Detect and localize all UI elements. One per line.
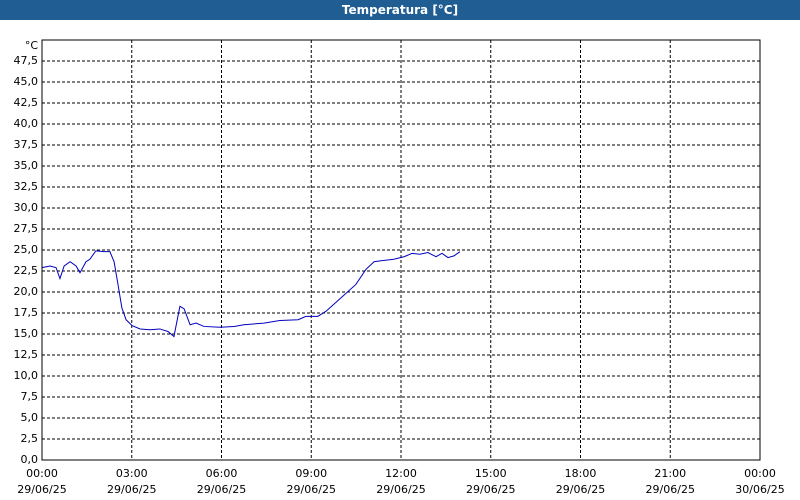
y-tick-label: 10,0 (14, 369, 39, 382)
x-tick-label: 12:00 (385, 467, 417, 480)
x-tick-date: 29/06/25 (107, 483, 156, 496)
y-tick-label: 0,0 (21, 453, 39, 466)
y-tick-label: 7,5 (21, 390, 39, 403)
y-tick-label: 45,0 (14, 75, 39, 88)
y-tick-label: 22,5 (14, 264, 39, 277)
y-tick-label: 17,5 (14, 306, 39, 319)
y-tick-label: 27,5 (14, 222, 39, 235)
y-tick-label: 15,0 (14, 327, 39, 340)
x-tick-date: 30/06/25 (735, 483, 784, 496)
y-tick-label: 25,0 (14, 243, 39, 256)
x-tick-date: 29/06/25 (197, 483, 246, 496)
y-unit: °C (25, 39, 39, 52)
y-tick-label: 32,5 (14, 180, 39, 193)
y-tick-label: 37,5 (14, 138, 39, 151)
x-tick-label: 09:00 (295, 467, 327, 480)
x-tick-label: 00:00 (26, 467, 58, 480)
y-tick-label: 30,0 (14, 201, 39, 214)
x-tick-label: 15:00 (475, 467, 507, 480)
x-tick-label: 03:00 (116, 467, 148, 480)
chart-title: Temperatura [°C] (341, 3, 459, 17)
x-tick-date: 29/06/25 (17, 483, 66, 496)
x-tick-date: 29/06/25 (376, 483, 425, 496)
title-bar: Temperatura [°C] (0, 0, 800, 20)
y-tick-label: 35,0 (14, 159, 39, 172)
line (41, 250, 461, 338)
y-tick-label: 2,5 (21, 432, 39, 445)
y-tick-label: 47,5 (14, 54, 39, 67)
y-tick-label: 5,0 (21, 411, 39, 424)
x-tick-date: 29/06/25 (287, 483, 336, 496)
x-tick-label: 00:00 (744, 467, 776, 480)
chart: °C 0,0 2,5 5,0 7,5 10,0 12,5 15,0 17,5 20,0 22,5 2… (14, 39, 785, 496)
y-tick-label: 20,0 (14, 285, 39, 298)
y-tick-label: 40,0 (14, 117, 39, 130)
x-tick-label: 18:00 (565, 467, 597, 480)
x-tick-date: 29/06/25 (646, 483, 695, 496)
x-tick-date: 29/06/25 (466, 483, 515, 496)
x-tick-label: 21:00 (654, 467, 686, 480)
x-tick-label: 06:00 (206, 467, 238, 480)
plot-border (41, 39, 761, 461)
y-tick-label: 12,5 (14, 348, 39, 361)
x-tick-date: 29/06/25 (556, 483, 605, 496)
y-tick-label: 42,5 (14, 96, 39, 109)
